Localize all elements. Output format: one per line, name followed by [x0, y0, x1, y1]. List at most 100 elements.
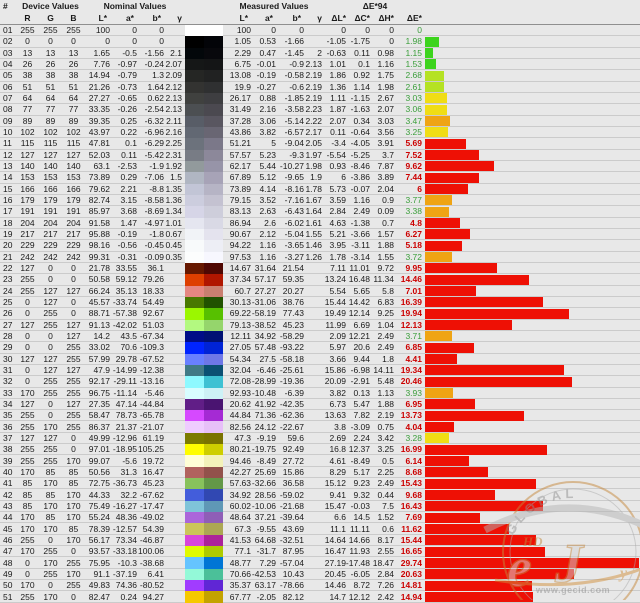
device-b: 0 — [62, 433, 85, 445]
device-b: 0 — [62, 297, 85, 309]
measured-gamma: 2 — [307, 48, 325, 59]
device-b: 0 — [62, 546, 85, 558]
delta-l: 15.86 — [325, 365, 349, 377]
table-row: 36 255 170 255 86.37 21.37 -21.07 82.56 24.12 -22… — [0, 421, 640, 433]
delta-c: 2.49 — [349, 206, 373, 218]
nominal-b: 61.19 — [140, 433, 167, 445]
swatch-measured-color — [204, 251, 223, 263]
delta-e-bar — [425, 557, 639, 568]
nominal-l: 98.16 — [85, 240, 113, 252]
measured-l: 57.63 — [223, 478, 254, 490]
nominal-b: -5.42 — [140, 150, 167, 161]
device-b: 170 — [62, 512, 85, 524]
color-swatch — [185, 444, 223, 456]
device-r: 85 — [16, 501, 39, 513]
color-swatch — [185, 308, 223, 320]
nominal-b: -13.16 — [140, 376, 167, 388]
delta-c: -1.38 — [349, 218, 373, 229]
delta-l: 20.09 — [325, 376, 349, 388]
measured-l: 86.94 — [223, 218, 254, 229]
delta-l: 5.21 — [325, 229, 349, 241]
nominal-a: -16.27 — [113, 501, 140, 513]
color-swatch — [185, 319, 223, 331]
delta-c: 9.32 — [349, 489, 373, 501]
nominal-b: -67.52 — [140, 354, 167, 365]
nominal-gamma — [167, 376, 185, 388]
swatch-measured-color — [204, 500, 223, 513]
measured-a: 1.16 — [254, 240, 279, 252]
color-swatch — [185, 274, 223, 286]
nominal-gamma — [167, 274, 185, 286]
nominal-b: -44.84 — [140, 399, 167, 411]
measured-a: 2.63 — [254, 206, 279, 218]
delta-e: 8.68 — [397, 467, 425, 479]
delta-e: 0 — [397, 25, 425, 37]
nominal-a: -0.65 — [113, 93, 140, 105]
device-g: 170 — [39, 421, 62, 433]
col-header-number: # — [3, 1, 8, 11]
device-b: 85 — [62, 523, 85, 535]
delta-c: 12.37 — [349, 444, 373, 456]
delta-c: 16.48 — [349, 274, 373, 286]
device-b: 77 — [62, 104, 85, 116]
table-header-columns: R G B L* a* b* γ L* a* b* γ ΔL* ΔC* ΔH* … — [0, 12, 640, 25]
measured-a: 0.53 — [254, 36, 279, 48]
device-r: 38 — [16, 70, 39, 82]
device-r: 102 — [16, 127, 39, 139]
nominal-a: -0.5 — [113, 48, 140, 59]
swatch-nominal-color — [185, 240, 204, 252]
swatch-nominal-color — [185, 138, 204, 150]
device-r: 255 — [16, 410, 39, 422]
nominal-a: 32.2 — [113, 489, 140, 501]
delta-e-chart-cell — [425, 591, 640, 603]
color-swatch — [185, 58, 223, 71]
swatch-measured-color — [204, 432, 223, 445]
swatch-nominal-color — [185, 387, 204, 399]
delta-e-bar — [425, 116, 450, 127]
row-number: 07 — [0, 93, 16, 105]
delta-e-bar — [425, 184, 469, 195]
measured-a: -8.49 — [254, 455, 279, 467]
nominal-gamma — [167, 331, 185, 343]
delta-e: 14.81 — [397, 580, 425, 592]
measured-l: 94.46 — [223, 455, 254, 467]
measured-b: -62.36 — [279, 410, 307, 422]
nominal-b: -12.38 — [140, 365, 167, 377]
delta-e-chart-cell — [425, 376, 640, 388]
delta-c: -3.86 — [349, 172, 373, 184]
measured-b: 45.23 — [279, 320, 307, 331]
delta-h: 1.98 — [373, 82, 397, 93]
nominal-l: 99.07 — [85, 455, 113, 467]
measured-b: -6.39 — [279, 388, 307, 399]
swatch-measured-color — [204, 36, 223, 48]
delta-e: 3.93 — [397, 388, 425, 399]
delta-l: 4.63 — [325, 218, 349, 229]
swatch-nominal-color — [185, 58, 204, 71]
delta-c: 0.1 — [349, 59, 373, 71]
nominal-b: -0.45 — [140, 240, 167, 252]
device-r: 0 — [16, 557, 39, 569]
device-g: 38 — [39, 70, 62, 82]
device-r: 255 — [16, 455, 39, 467]
device-r: 191 — [16, 206, 39, 218]
row-number: 11 — [0, 138, 16, 150]
nominal-gamma — [167, 535, 185, 547]
device-g: 0 — [39, 274, 62, 286]
delta-e-bar — [425, 36, 440, 47]
nominal-b: 0.62 — [140, 93, 167, 105]
delta-e-chart-cell — [425, 557, 640, 569]
nominal-l: 21.26 — [85, 82, 113, 93]
delta-l: 15.44 — [325, 297, 349, 309]
nominal-gamma: 2.12 — [165, 82, 185, 93]
delta-h: 2.55 — [373, 546, 397, 558]
measured-l: 48.77 — [223, 557, 254, 569]
device-g: 89 — [39, 116, 62, 127]
device-g: 229 — [39, 240, 62, 252]
nominal-gamma — [167, 569, 185, 581]
nominal-b: -5.46 — [140, 388, 167, 399]
delta-l: 19.49 — [325, 308, 349, 320]
table-row: 01 255 255 255 100 0 0 100 0 0 0 0 0 0 — [0, 25, 640, 37]
measured-a: -32.66 — [252, 478, 279, 490]
delta-l: 3.95 — [325, 240, 349, 252]
device-r: 0 — [16, 297, 39, 309]
